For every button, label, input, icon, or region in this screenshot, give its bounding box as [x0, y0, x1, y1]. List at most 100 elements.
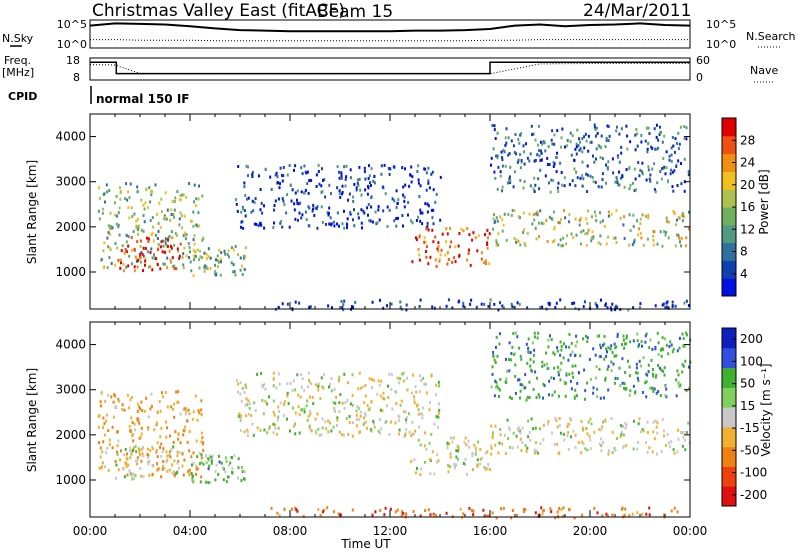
scatter-cell	[298, 301, 301, 305]
scatter-cell	[105, 413, 108, 417]
scatter-cell	[308, 179, 311, 182]
scatter-cell	[188, 473, 191, 477]
scatter-cell	[607, 365, 610, 368]
scatter-cell	[663, 434, 665, 438]
scatter-cell	[498, 332, 501, 336]
scatter-cell	[162, 262, 165, 266]
scatter-cell	[611, 157, 614, 161]
scatter-cell	[111, 425, 114, 429]
scatter-cell	[368, 377, 371, 381]
scatter-cell	[620, 151, 623, 155]
scatter-cell	[168, 235, 171, 238]
scatter-cell	[316, 205, 319, 209]
scatter-cell	[646, 150, 649, 154]
scatter-cell	[472, 509, 475, 513]
scatter-cell	[536, 153, 539, 157]
scatter-cell	[398, 432, 401, 436]
scatter-cell	[408, 430, 411, 434]
scatter-cell	[641, 344, 643, 348]
scatter-cell	[595, 126, 598, 130]
scatter-cell	[243, 470, 246, 474]
scatter-cell	[604, 378, 607, 382]
scatter-cell	[647, 363, 650, 367]
scatter-cell	[281, 225, 284, 229]
scatter-cell	[169, 434, 171, 438]
scatter-cell	[589, 174, 592, 178]
scatter-cell	[132, 230, 135, 234]
scatter-cell	[535, 449, 538, 453]
scatter-cell	[135, 259, 138, 263]
scatter-cell	[231, 466, 234, 470]
scatter-cell	[653, 127, 656, 131]
scatter-cell	[479, 462, 482, 466]
scatter-cell	[492, 227, 494, 231]
scatter-cell	[168, 249, 171, 253]
scatter-cell	[371, 300, 374, 304]
scatter-cell	[367, 203, 370, 206]
scatter-cell	[134, 428, 137, 432]
scatter-cell	[456, 444, 459, 448]
scatter-cell	[405, 428, 408, 432]
scatter-cell	[216, 254, 219, 258]
scatter-cell	[624, 371, 627, 374]
scatter-cell	[294, 300, 297, 304]
scatter-cell	[286, 394, 289, 398]
scatter-cell	[600, 449, 603, 453]
scatter-cell	[557, 181, 560, 185]
scatter-cell	[514, 363, 517, 367]
scatter-cell	[101, 461, 104, 465]
scatter-cell	[655, 135, 658, 139]
scatter-cell	[599, 346, 602, 350]
scatter-cell	[548, 302, 551, 306]
scatter-cell	[599, 211, 601, 215]
scatter-cell	[636, 144, 639, 148]
scatter-cell	[192, 224, 195, 228]
scatter-cell	[600, 146, 602, 150]
scatter-cell	[183, 214, 186, 218]
scatter-cell	[557, 190, 560, 193]
scatter-cell	[338, 224, 340, 228]
scatter-cell	[420, 467, 423, 471]
scatter-cell	[674, 137, 677, 141]
scatter-cell	[491, 434, 494, 438]
scatter-cell	[435, 192, 438, 196]
scatter-cell	[159, 225, 162, 229]
frequency-series-1	[89, 63, 690, 75]
scatter-cell	[230, 246, 233, 250]
scatter-cell	[97, 186, 100, 190]
scatter-cell	[366, 403, 369, 407]
scatter-cell	[134, 474, 137, 478]
scatter-cell	[286, 193, 289, 197]
scatter-cell	[568, 183, 571, 187]
scatter-cell	[272, 399, 275, 403]
scatter-cell	[403, 205, 406, 209]
scatter-cell	[642, 429, 645, 433]
scatter-cell	[336, 222, 338, 226]
scatter-cell	[98, 466, 101, 470]
scatter-cell	[664, 384, 667, 388]
scatter-cell	[237, 382, 240, 386]
scatter-cell	[301, 172, 304, 176]
scatter-cell	[318, 182, 321, 186]
scatter-cell	[523, 180, 526, 184]
xtick-label: 04:00	[173, 524, 208, 538]
scatter-cell	[185, 254, 188, 258]
scatter-cell	[682, 435, 685, 439]
scatter-cell	[102, 416, 105, 420]
scatter-cell	[543, 384, 546, 387]
scatter-cell	[588, 357, 591, 361]
scatter-cell	[457, 244, 460, 248]
scatter-cell	[648, 177, 651, 181]
scatter-cell	[571, 371, 574, 375]
scatter-cell	[129, 182, 132, 186]
scatter-cell	[360, 208, 363, 212]
scatter-cell	[238, 412, 241, 416]
scatter-cell	[190, 219, 193, 223]
scatter-cell	[519, 383, 522, 387]
scatter-cell	[397, 418, 400, 422]
scatter-cell	[134, 255, 137, 259]
scatter-cell	[434, 393, 437, 397]
scatter-cell	[130, 248, 133, 252]
scatter-cell	[681, 363, 684, 367]
scatter-cell	[493, 221, 496, 224]
